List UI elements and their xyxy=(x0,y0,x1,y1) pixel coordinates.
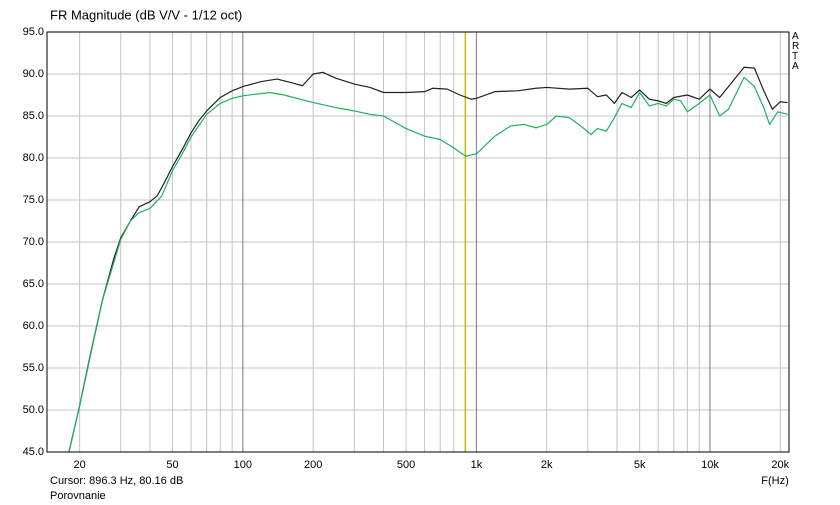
x-tick-label: 10k xyxy=(701,459,719,471)
y-tick-label: 90.0 xyxy=(23,68,44,80)
y-tick-label: 55.0 xyxy=(23,362,44,374)
plot-frame xyxy=(46,31,790,453)
x-tick-label: 200 xyxy=(304,459,322,471)
x-tick-label: 20k xyxy=(771,459,789,471)
chart-title: FR Magnitude (dB V/V - 1/12 oct) xyxy=(50,7,242,22)
x-tick-label: 1k xyxy=(471,459,483,471)
footer-label: Porovnanie xyxy=(50,490,106,502)
y-tick-label: 85.0 xyxy=(23,110,44,122)
y-tick-label: 50.0 xyxy=(23,404,44,416)
x-axis-label: F(Hz) xyxy=(761,475,789,487)
series-line xyxy=(68,66,788,452)
y-tick-label: 45.0 xyxy=(23,446,44,458)
x-tick-label: 5k xyxy=(634,459,646,471)
y-tick-label: 80.0 xyxy=(23,152,44,164)
cursor-readout: Cursor: 896.3 Hz, 80.16 dB xyxy=(50,475,183,487)
x-tick-label: 2k xyxy=(541,459,553,471)
y-tick-label: 95.0 xyxy=(23,26,44,38)
x-tick-label: 50 xyxy=(166,459,178,471)
y-tick-label: 70.0 xyxy=(23,236,44,248)
x-tick-label: 100 xyxy=(234,459,252,471)
y-tick-label: 75.0 xyxy=(23,194,44,206)
series-line xyxy=(68,76,788,452)
plot-lines xyxy=(68,66,788,452)
side-label: ARTA xyxy=(792,31,800,72)
y-tick-label: 60.0 xyxy=(23,320,44,332)
x-tick-label: 20 xyxy=(73,459,85,471)
y-tick-label: 65.0 xyxy=(23,278,44,290)
x-tick-label: 500 xyxy=(397,459,415,471)
